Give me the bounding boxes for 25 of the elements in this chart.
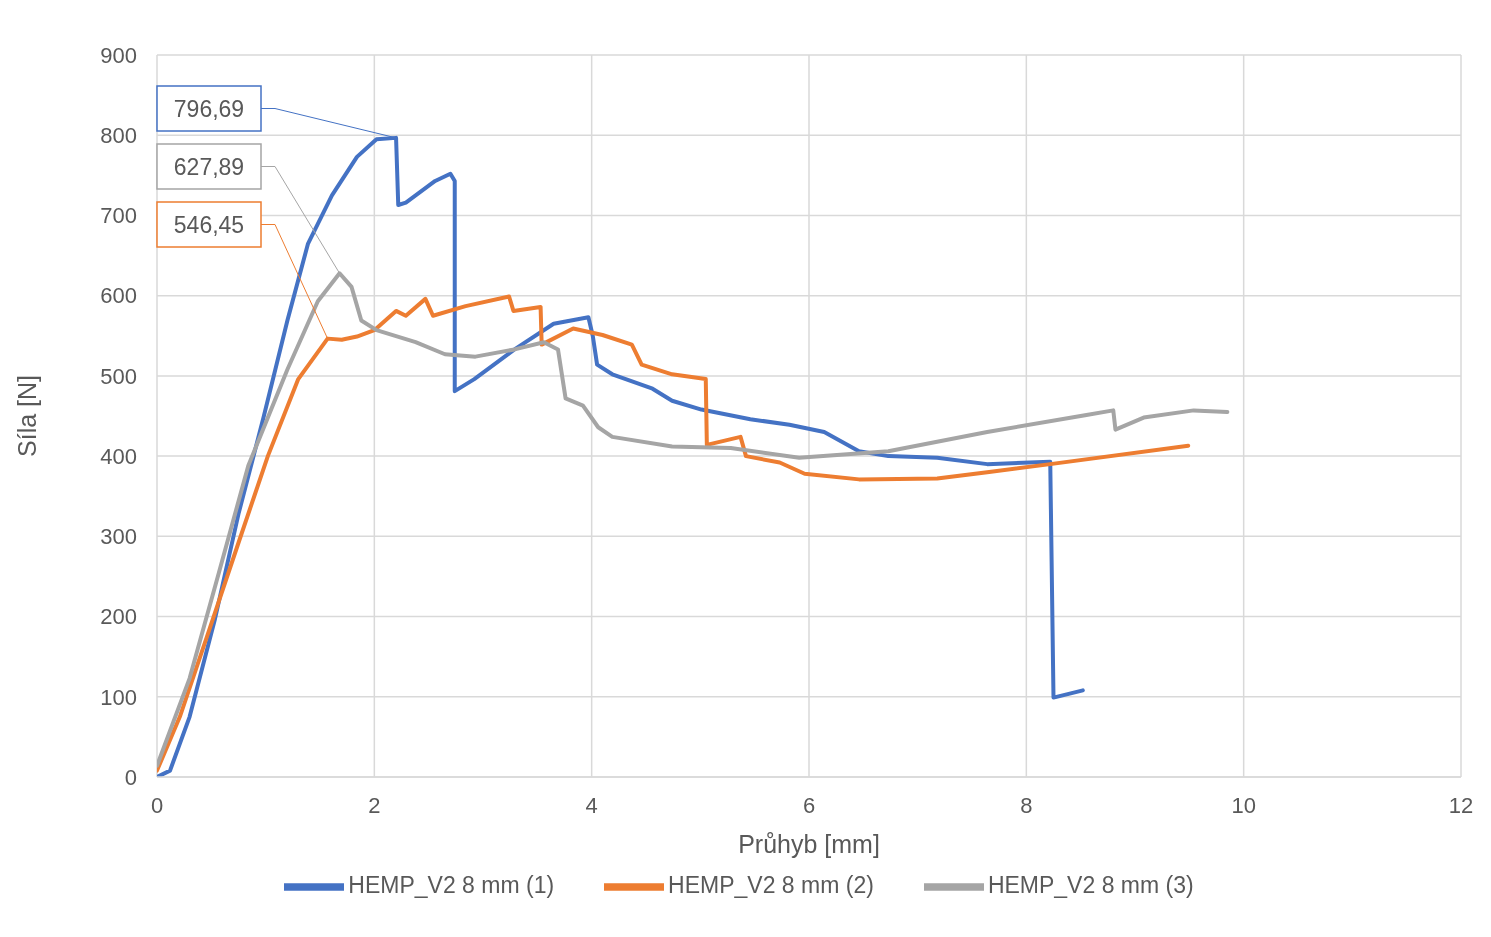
x-tick-label: 6 bbox=[802, 792, 816, 818]
y-tick-label: 200 bbox=[100, 604, 137, 630]
y-tick-label: 400 bbox=[100, 443, 137, 469]
y-tick-label: 500 bbox=[100, 363, 137, 389]
legend-label: HEMP_V2 8 mm (3) bbox=[987, 872, 1194, 899]
x-tick-label: 4 bbox=[585, 792, 598, 818]
legend-label: HEMP_V2 8 mm (2) bbox=[668, 872, 874, 899]
y-tick-label: 300 bbox=[100, 524, 137, 550]
x-axis-title: Průhyb [mm] bbox=[738, 830, 880, 858]
annotation: 796,69 bbox=[173, 95, 245, 122]
x-tick-label: 8 bbox=[1020, 792, 1033, 818]
y-tick-label: 100 bbox=[100, 684, 137, 710]
y-tick-label: 800 bbox=[100, 123, 137, 149]
y-tick-label: 700 bbox=[100, 203, 137, 229]
x-tick-label: 12 bbox=[1448, 792, 1474, 818]
y-tick-label: 900 bbox=[100, 42, 137, 68]
y-axis-title: Síla [N] bbox=[12, 375, 41, 457]
x-tick-label: 10 bbox=[1231, 792, 1256, 818]
y-tick-label: 0 bbox=[124, 764, 137, 790]
annotation: 546,45 bbox=[173, 211, 245, 238]
x-tick-label: 2 bbox=[368, 792, 381, 818]
legend-label: HEMP_V2 8 mm (1) bbox=[348, 872, 555, 899]
y-tick-label: 600 bbox=[100, 283, 137, 309]
annotation: 627,89 bbox=[173, 153, 245, 180]
x-tick-label: 0 bbox=[150, 792, 164, 818]
